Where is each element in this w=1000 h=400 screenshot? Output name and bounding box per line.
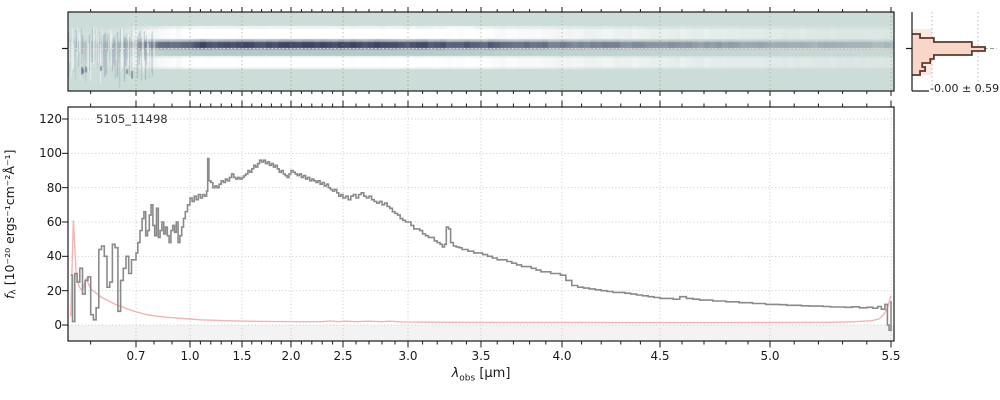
y-tick-label: 60 [46, 214, 62, 229]
y-tick-label: 120 [39, 111, 62, 126]
stats-label: -0.00 ± 0.59 [930, 82, 1000, 95]
y-tick-label: 80 [46, 180, 62, 195]
2d-spectrum-image [68, 12, 894, 91]
histogram-path [912, 33, 986, 76]
main-panel-spines [67, 106, 895, 342]
y-axis-label: fλ [10⁻²⁰ ergs⁻¹cm⁻²Å⁻¹] [0, 107, 20, 341]
y-axis-label-subscript: λ [8, 289, 19, 295]
x-tick-label: 1.5 [232, 349, 252, 363]
x-tick-label: 5.5 [881, 349, 901, 363]
plot-title: 5105_11498 [96, 112, 168, 126]
histogram-band [912, 29, 932, 75]
x-tick-label: 4.0 [552, 349, 572, 363]
y-axis-label-symbol: f [1, 294, 17, 299]
y-tick-label: 20 [46, 283, 62, 298]
below-zero-shade [68, 325, 894, 341]
x-tick-label: 3.5 [471, 349, 491, 363]
y-tick-label: 100 [39, 146, 62, 161]
x-tick-label: 5.0 [760, 349, 780, 363]
x-tick-label: 0.7 [126, 349, 146, 363]
x-tick-label: 1.0 [180, 349, 200, 363]
flux-series-path [70, 157, 892, 331]
x-tick-label: 2.0 [281, 349, 301, 363]
x-axis-label: λobs [μm] [68, 366, 894, 384]
x-tick-label: 3.0 [398, 349, 418, 363]
x-axis-label-unit: [μm] [475, 366, 511, 381]
x-tick-label: 2.5 [333, 349, 353, 363]
x-axis-label-symbol: λ [451, 366, 460, 381]
error-series-path [70, 220, 892, 324]
y-axis-label-unit: [10⁻²⁰ ergs⁻¹cm⁻²Å⁻¹] [1, 149, 17, 289]
y-tick-label: 0 [54, 318, 62, 332]
y-tick-label: 40 [46, 249, 62, 264]
x-axis-label-subscript: obs [459, 373, 476, 384]
x-tick-label: 4.5 [650, 349, 670, 363]
